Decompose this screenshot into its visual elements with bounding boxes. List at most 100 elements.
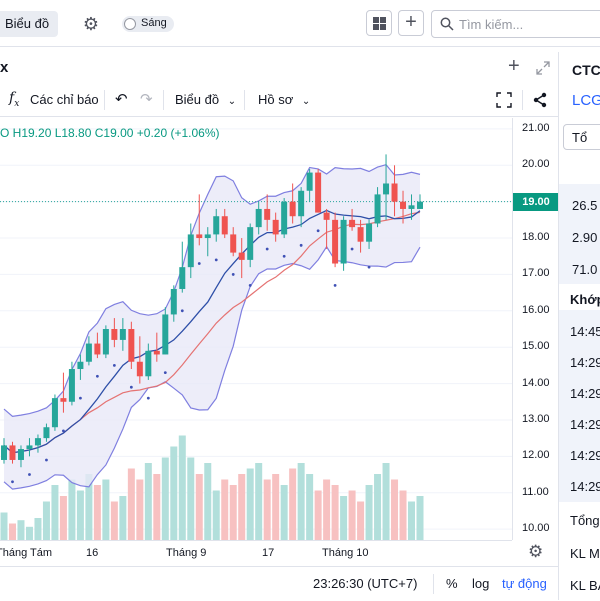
candle-body: [315, 172, 322, 213]
axis-settings-gear-icon[interactable]: ⚙: [528, 542, 544, 561]
layout-grid-icon[interactable]: [366, 10, 392, 36]
price-tick: 16.00: [522, 303, 550, 316]
chart-type-dropdown[interactable]: Biểu đồ ⌄: [175, 92, 236, 107]
candle-body: [323, 212, 330, 220]
sar-dot: [316, 229, 320, 233]
current-price-label: 19.00: [513, 192, 559, 211]
value-cell: 71.0: [572, 262, 598, 277]
candle-body: [357, 227, 364, 242]
search-input[interactable]: Tìm kiếm...: [431, 10, 600, 38]
candle-body: [77, 361, 84, 370]
candle-body: [289, 201, 296, 217]
sar-dot: [350, 247, 354, 251]
candle-body: [60, 398, 67, 402]
candle-body: [187, 234, 194, 268]
volume-bar: [221, 479, 229, 540]
expand-icon[interactable]: [536, 61, 550, 75]
candle-body: [1, 445, 7, 460]
time-tick: 16: [86, 547, 99, 559]
auto-scale-button[interactable]: tự động: [502, 576, 547, 591]
volume-bar: [348, 490, 356, 540]
candle-body: [281, 201, 288, 235]
candle-body: [102, 329, 109, 355]
volume-bar: [212, 490, 220, 540]
price-tick: 14.00: [522, 376, 550, 389]
volume-bar: [144, 463, 152, 540]
volume-bar: [238, 474, 246, 540]
candle-body: [170, 288, 177, 315]
candle-body: [332, 219, 339, 264]
candle-body: [162, 314, 169, 355]
sar-dot: [45, 458, 48, 462]
indicators-button[interactable]: Các chỉ báo: [30, 92, 99, 107]
symbol-link[interactable]: LCG: [572, 92, 600, 109]
sar-dot: [62, 429, 65, 433]
chart-view-button[interactable]: Biểu đồ: [0, 11, 58, 37]
sar-dot: [282, 254, 286, 258]
fx-icon[interactable]: fx: [9, 90, 20, 109]
volume-bar: [195, 474, 203, 540]
volume-bar: [229, 485, 237, 540]
volume-bar: [272, 474, 280, 540]
volume-bar: [297, 463, 305, 540]
candle-body: [349, 219, 356, 228]
candle-body: [383, 183, 390, 195]
candle-body: [408, 205, 415, 209]
top-bar: Biểu đồ ⚙ Sáng + Tìm kiếm...: [0, 0, 600, 47]
redo-icon[interactable]: ↷: [140, 91, 153, 108]
candle-body: [111, 329, 118, 340]
volume-bar: [178, 435, 186, 540]
candle-body: [26, 445, 33, 450]
candle-body: [230, 234, 237, 253]
percent-scale-button[interactable]: %: [446, 576, 458, 591]
volume-bar: [280, 485, 288, 540]
add-pane-icon[interactable]: +: [508, 55, 520, 77]
candle-body: [153, 350, 160, 355]
candle-body: [9, 445, 16, 460]
search-placeholder: Tìm kiếm...: [459, 17, 524, 32]
volume-bar: [306, 474, 314, 540]
price-chart[interactable]: [0, 118, 512, 540]
chevron-down-icon: ⌄: [301, 96, 311, 107]
share-icon[interactable]: [532, 92, 548, 108]
time-axis[interactable]: Tháng Tám 16 Tháng 9 17 Tháng 10: [0, 540, 512, 567]
value-cell: 26.5: [572, 198, 598, 213]
volume-bar: [399, 490, 407, 540]
chevron-down-icon: ⌄: [227, 96, 237, 107]
chart-toolbar: fx Các chỉ báo ↶ ↷ Biểu đồ ⌄ Hồ sơ ⌄: [0, 84, 558, 117]
volume-bar: [93, 485, 101, 540]
bollinger-upper: [3, 163, 421, 417]
price-axis[interactable]: 21.00 20.00 18.00 17.00 16.00 15.00 14.00 13.00…: [512, 118, 559, 540]
log-scale-button[interactable]: log: [472, 576, 490, 591]
trade-time: 14:45: [570, 324, 600, 339]
profile-dropdown[interactable]: Hồ sơ ⌄: [258, 92, 310, 107]
candle-body: [179, 267, 186, 289]
price-tick: 13.00: [522, 412, 550, 425]
close-tab-icon[interactable]: x: [0, 59, 9, 76]
candle-body: [94, 343, 101, 355]
time-tick: Tháng 10: [322, 547, 369, 559]
volume-bar: [51, 485, 59, 540]
fullscreen-icon[interactable]: [496, 92, 512, 108]
volume-bar: [365, 485, 373, 540]
values-block: [559, 184, 600, 284]
candle-body: [204, 234, 211, 239]
price-tick: 20.00: [522, 158, 550, 171]
volume-bar: [34, 518, 42, 540]
footer-label: Tổng: [570, 513, 600, 528]
volume-bar: [25, 526, 33, 540]
theme-toggle[interactable]: Sáng: [122, 16, 174, 32]
panel-button[interactable]: Tổ: [563, 124, 600, 150]
sar-dot: [180, 309, 184, 313]
sar-dot: [79, 396, 82, 400]
candle-body: [255, 208, 262, 228]
gear-icon[interactable]: ⚙: [82, 14, 100, 34]
sar-dot: [367, 265, 371, 269]
undo-icon[interactable]: ↶: [115, 91, 128, 108]
volume-bar: [187, 457, 195, 540]
sar-dot: [197, 262, 201, 265]
candle-body: [17, 449, 24, 460]
volume-bar: [340, 496, 348, 540]
chart-type-label: Biểu đồ: [175, 92, 220, 107]
add-chart-button[interactable]: +: [398, 10, 424, 36]
